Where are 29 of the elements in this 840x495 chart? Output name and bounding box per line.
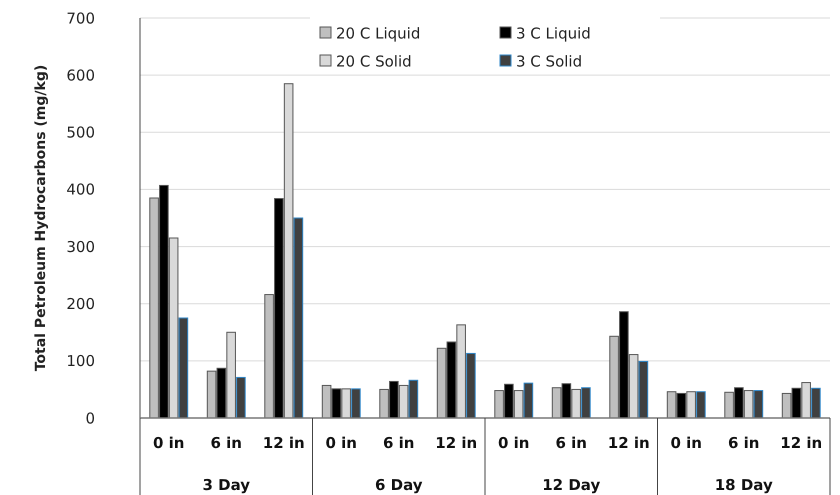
legend-label: 20 C Solid [336, 52, 412, 70]
y-tick-label: 700 [66, 9, 95, 28]
text: 3 Day [202, 476, 250, 494]
x-tick-label: 12 in [608, 434, 650, 452]
x-tick-label: 12 in [435, 434, 478, 452]
legend-label: 3 C Solid [516, 52, 582, 70]
legend-label: 20 C Liquid [336, 24, 420, 42]
x-tick-label: 6 in [728, 434, 760, 452]
x-tick-label: 0 in [153, 434, 184, 452]
x-tick-label: 12 in [780, 434, 822, 452]
y-tick-label: 400 [66, 180, 95, 199]
x-tick-label: 0 in [670, 434, 702, 452]
text: 12 Day [542, 476, 600, 494]
x-tick-label: 0 in [326, 434, 357, 452]
y-tick-label: 0 [85, 409, 95, 428]
legend-label: 3 C Liquid [516, 24, 591, 42]
x-tick-label: 6 in [383, 434, 414, 452]
text: 6 Day [374, 476, 423, 494]
x-tick-label: 0 in [498, 434, 530, 452]
x-tick-label: 12 in [262, 434, 305, 452]
y-tick-label: 300 [66, 238, 95, 256]
x-tick-label: 6 in [210, 434, 242, 452]
y-tick-label: 600 [66, 66, 95, 84]
y-axis-title: Total Petroleum Hydrocarbons (mg/kg) [33, 64, 49, 372]
text: 18 Day [714, 476, 773, 494]
y-tick-label: 500 [66, 124, 95, 142]
x-tick-label: 6 in [556, 434, 587, 452]
y-tick-label: 200 [66, 294, 95, 313]
y-tick-label: 100 [66, 352, 95, 370]
